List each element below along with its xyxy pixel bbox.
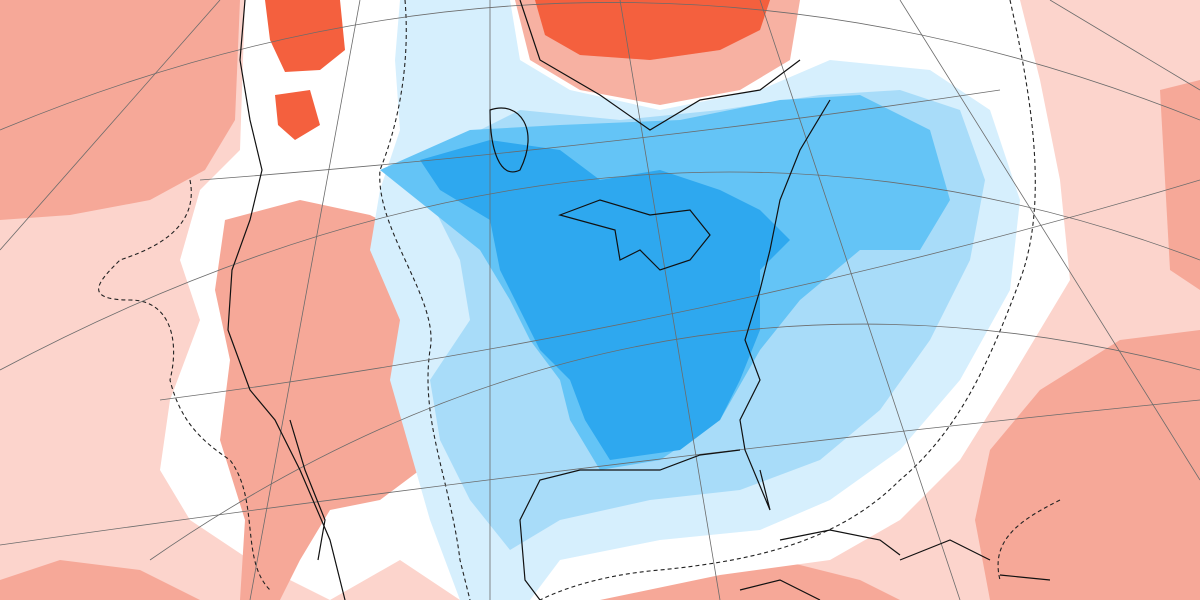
coast-antilles xyxy=(779,529,1051,581)
strong-warm-nw2 xyxy=(275,90,320,140)
coast-cuba xyxy=(739,579,821,600)
strong-warm-canada-core xyxy=(535,0,770,60)
coast-baja xyxy=(289,419,326,561)
parallel-6 xyxy=(0,399,1200,546)
coast-hudson xyxy=(519,0,801,131)
meridian-3 xyxy=(759,0,961,600)
warm-area-sw xyxy=(0,560,200,600)
coast-pacific xyxy=(227,0,346,600)
contour-se xyxy=(997,499,1061,581)
zero-contours xyxy=(98,0,1061,600)
meridian-7 xyxy=(1049,0,1200,91)
meridian-2 xyxy=(619,0,721,600)
warm-area-west xyxy=(215,200,445,600)
great-lakes xyxy=(558,199,711,271)
coastlines xyxy=(227,0,1051,600)
parallel-4 xyxy=(199,89,1001,181)
parallel-2 xyxy=(0,171,1200,371)
contour-sw xyxy=(98,179,271,591)
meridian-4 xyxy=(899,0,1200,481)
lake-winnipeg xyxy=(489,107,529,173)
coast-atlantic xyxy=(739,99,831,511)
meridian-5 xyxy=(249,0,361,600)
parallel-5 xyxy=(159,179,1200,401)
warm-area-nw xyxy=(0,0,240,220)
contour-east xyxy=(539,0,1036,600)
parallel-3 xyxy=(149,323,1200,561)
strong-warm-nw xyxy=(265,0,345,72)
parallel-1 xyxy=(0,2,1200,131)
meridian-6 xyxy=(0,0,221,251)
warm-area-se xyxy=(975,330,1200,600)
warm-area-e xyxy=(1160,80,1200,290)
contour-west xyxy=(379,0,471,600)
coast-gulf xyxy=(519,449,741,600)
